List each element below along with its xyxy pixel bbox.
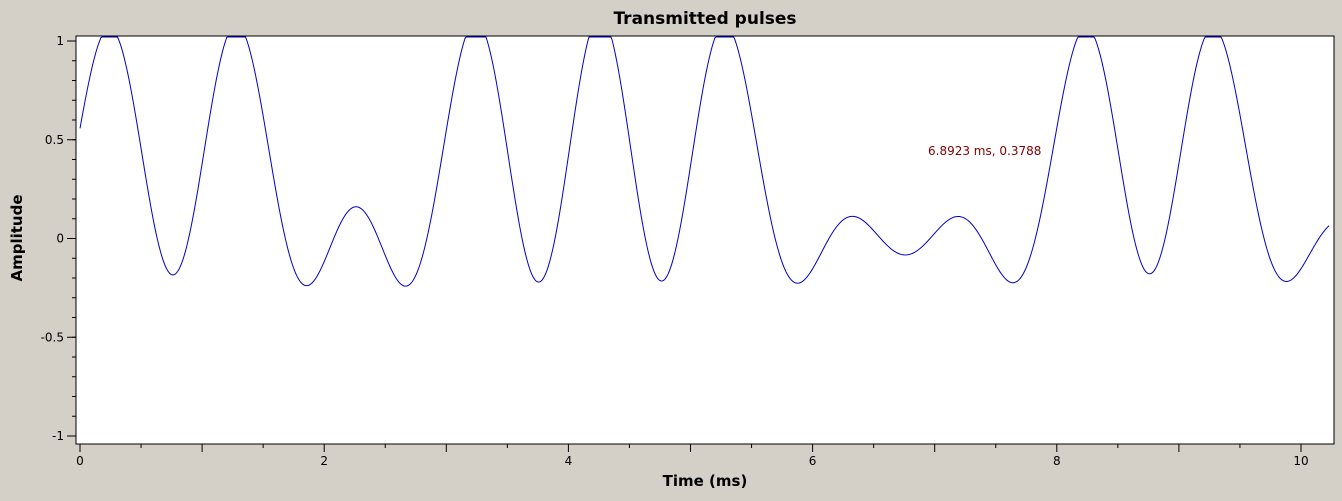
y-tick-label: 0	[56, 232, 64, 246]
y-tick-label: -0.5	[41, 330, 64, 344]
x-tick-label: 0	[76, 454, 84, 468]
y-tick-label: -1	[52, 429, 64, 443]
x-tick-label: 4	[565, 454, 573, 468]
x-tick-label: 6	[809, 454, 817, 468]
x-tick-label: 8	[1053, 454, 1061, 468]
x-tick-label: 2	[320, 454, 328, 468]
cursor-readout: 6.8923 ms, 0.3788	[928, 144, 1041, 158]
x-axis-label: Time (ms)	[663, 472, 748, 490]
x-axis: 0 2 4 6 8 10	[76, 444, 1309, 468]
x-tick-label: 10	[1293, 454, 1308, 468]
y-tick-label: 1	[56, 34, 64, 48]
y-tick-label: 0.5	[45, 133, 64, 147]
y-axis-label: Amplitude	[8, 194, 26, 281]
series-line	[79, 36, 1330, 287]
chart-title: Transmitted pulses	[613, 9, 796, 29]
y-axis: 1 0.5 0 -0.5 -1	[41, 34, 76, 443]
plot-area	[75, 35, 1335, 445]
